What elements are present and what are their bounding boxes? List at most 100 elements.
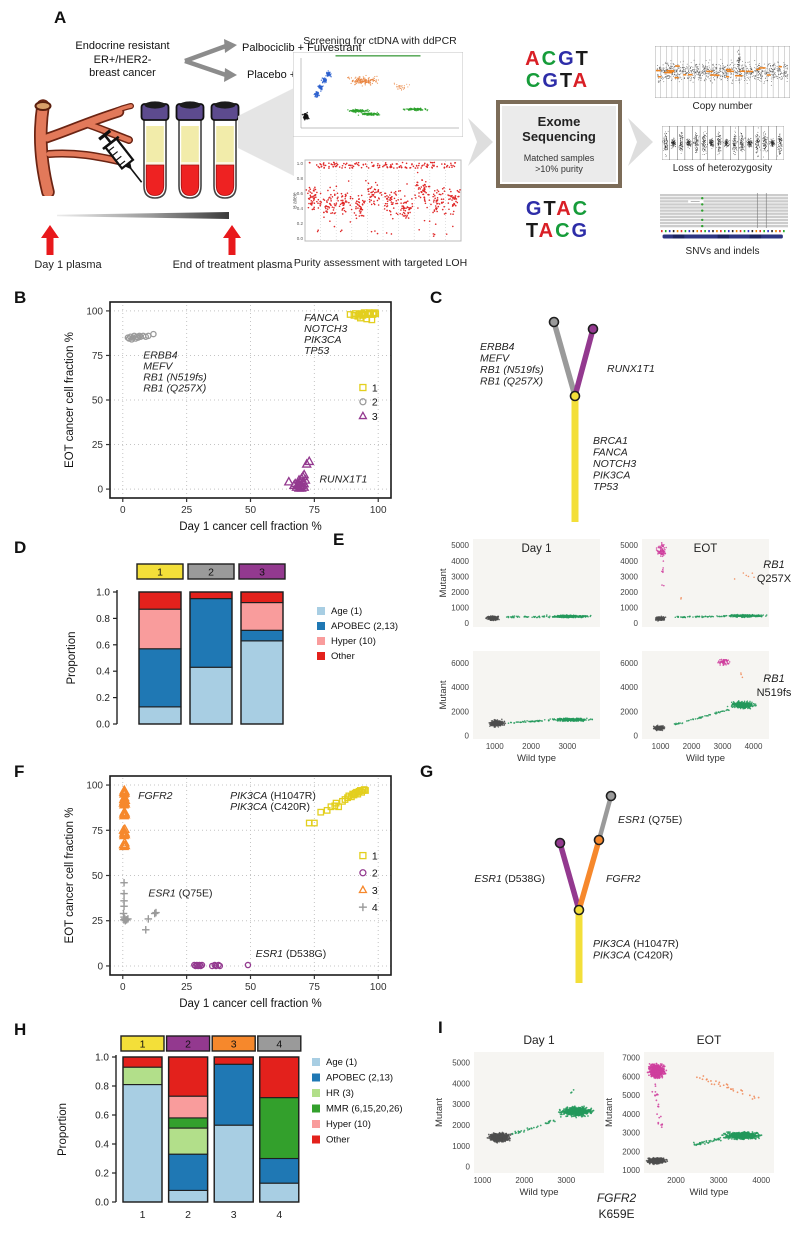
ccf-scatter-plot-b: 0 0 25 25 50 50 75 75 100 100 Day 1 cancer cell fr… — [64, 301, 392, 533]
panel-f-label: F — [14, 762, 25, 781]
svg-text:3: 3 — [372, 411, 378, 423]
svg-text:FANCA: FANCA — [593, 447, 628, 459]
svg-text:0.0: 0.0 — [297, 236, 304, 241]
svg-text:Day 1 cancer cell fraction %: Day 1 cancer cell fraction % — [179, 521, 322, 533]
loh-purity-plot: 1.0 0.8 0.6 0.4 0.2 0.0 B allele — [293, 159, 462, 242]
snv-caption: SNVs and indels — [685, 246, 760, 257]
cohort-line3: breast cancer — [89, 67, 156, 79]
arm1-label: Palbociclib + Fulvestrant — [242, 42, 362, 54]
dna-line-acgt: ACGT — [525, 48, 590, 70]
svg-text:0.6: 0.6 — [297, 191, 304, 196]
svg-text:RB1 (N519fs): RB1 (N519fs) — [143, 371, 207, 383]
svg-text:2: 2 — [372, 397, 378, 409]
svg-text:RB1 (Q257X): RB1 (Q257X) — [480, 376, 543, 388]
n519fs-mut: N519fs — [756, 687, 792, 699]
svg-text:NOTCH3: NOTCH3 — [304, 323, 347, 335]
svg-text:0.2: 0.2 — [297, 221, 304, 226]
svg-text:MEFV: MEFV — [143, 360, 173, 372]
svg-text:0.8: 0.8 — [96, 614, 110, 625]
svg-text:5000: 5000 — [620, 541, 638, 550]
svg-text:Proportion: Proportion — [66, 631, 78, 684]
chevron-left-shape — [468, 118, 493, 166]
signature-bars-h: 0.00.20.40.60.81.0Proportion11223344Age … — [57, 1035, 403, 1221]
svg-text:3: 3 — [259, 567, 265, 579]
dna-line-gtac: GTAC — [525, 198, 590, 220]
svg-text:3000: 3000 — [620, 572, 638, 581]
svg-text:25: 25 — [92, 440, 104, 451]
fgfr2-k659e-label: FGFR2 K659E — [554, 1190, 679, 1222]
svg-text:0.8: 0.8 — [297, 176, 304, 181]
svg-text:EOT cancer cell fraction %: EOT cancer cell fraction % — [64, 332, 76, 468]
panel-e-label: E — [333, 530, 345, 549]
svg-text:0.2: 0.2 — [96, 693, 110, 704]
copy-number-caption: Copy number — [692, 101, 753, 112]
svg-text:FANCA: FANCA — [304, 312, 339, 324]
k659e-mut: K659E — [598, 1207, 635, 1221]
dna-letters-top: ACGT CGTA — [500, 48, 615, 92]
svg-text:4000: 4000 — [451, 557, 469, 566]
svg-text:PIK3CA: PIK3CA — [304, 334, 341, 346]
cohort-line1: Endocrine resistant — [75, 40, 170, 52]
svg-text:Hyper (10): Hyper (10) — [331, 636, 376, 647]
panel-d-label: D — [14, 538, 27, 557]
syringe-icon — [98, 129, 143, 183]
treatment-timeline-gradient — [57, 212, 229, 219]
exome-sequencing-box: Exome Sequencing Matched samples >10% pu… — [496, 100, 622, 188]
exome-title1: Exome — [537, 114, 581, 129]
svg-text:PIK3CA: PIK3CA — [593, 470, 630, 482]
rb1-n519fs-label: RB1 N519fs — [748, 672, 800, 700]
panel-i-label: I — [438, 1018, 443, 1037]
svg-text:75: 75 — [92, 351, 104, 362]
svg-text:0.4: 0.4 — [297, 206, 304, 211]
signature-bars-d: 0.0 0.2 0.4 0.6 0.8 1.0 Proportion 1 2 3 Age (1) AP… — [66, 563, 398, 731]
rb1-gene: RB1 — [763, 559, 785, 571]
rb1-q257x-label: RB1 Q257X — [748, 558, 800, 586]
svg-text:100: 100 — [370, 505, 387, 516]
svg-text:TP53: TP53 — [304, 345, 329, 357]
svg-text:4000: 4000 — [620, 557, 638, 566]
svg-text:1000: 1000 — [620, 604, 638, 613]
panel-g-label: G — [420, 762, 434, 781]
svg-text:Day 1: Day 1 — [521, 543, 551, 555]
copy-number-plot — [655, 46, 790, 98]
exome-sub1: Matched samples — [523, 153, 595, 163]
exome-title2: Sequencing — [522, 129, 596, 144]
panel-b-label: B — [14, 288, 27, 307]
svg-text:50: 50 — [92, 396, 104, 407]
svg-text:25: 25 — [181, 505, 193, 516]
dna-line-tacg: TACG — [525, 220, 590, 242]
svg-text:0.6: 0.6 — [96, 640, 110, 651]
svg-text:RUNX1T1: RUNX1T1 — [319, 473, 367, 485]
svg-text:2000: 2000 — [620, 588, 638, 597]
svg-text:1.0: 1.0 — [96, 588, 110, 599]
cohort-line2: ER+/HER2- — [93, 53, 152, 66]
svg-text:0.0: 0.0 — [96, 720, 110, 731]
svg-text:0: 0 — [120, 505, 126, 516]
svg-text:50: 50 — [245, 505, 257, 516]
fgfr2-gene: FGFR2 — [596, 1191, 637, 1205]
eot-arrow-icon — [223, 225, 241, 255]
svg-text:Mutant: Mutant — [438, 568, 449, 597]
panel-a-label: A — [54, 8, 67, 27]
svg-text:NOTCH3: NOTCH3 — [593, 458, 636, 470]
ddpcr-screening-title: Screening for ctDNA with ddPCR — [303, 35, 457, 47]
dna-letters-bottom: GTAC TACG — [500, 198, 615, 242]
ddpcr-e-eot-q257x: 0 1000 2000 3000 4000 5000 EOT — [620, 539, 769, 628]
chevron-right-shape — [628, 118, 653, 166]
q257x-mut: Q257X — [756, 573, 792, 585]
eot-plasma-label: End of treatment plasma — [172, 259, 293, 271]
day1-plasma-label: Day 1 plasma — [34, 259, 102, 271]
svg-text:ERBB4: ERBB4 — [480, 341, 515, 353]
blood-vessel-icon — [33, 99, 134, 196]
panel-h-label: H — [14, 1020, 27, 1039]
svg-text:Other: Other — [331, 651, 355, 662]
svg-text:100: 100 — [86, 306, 103, 317]
svg-text:1.0: 1.0 — [297, 161, 304, 166]
